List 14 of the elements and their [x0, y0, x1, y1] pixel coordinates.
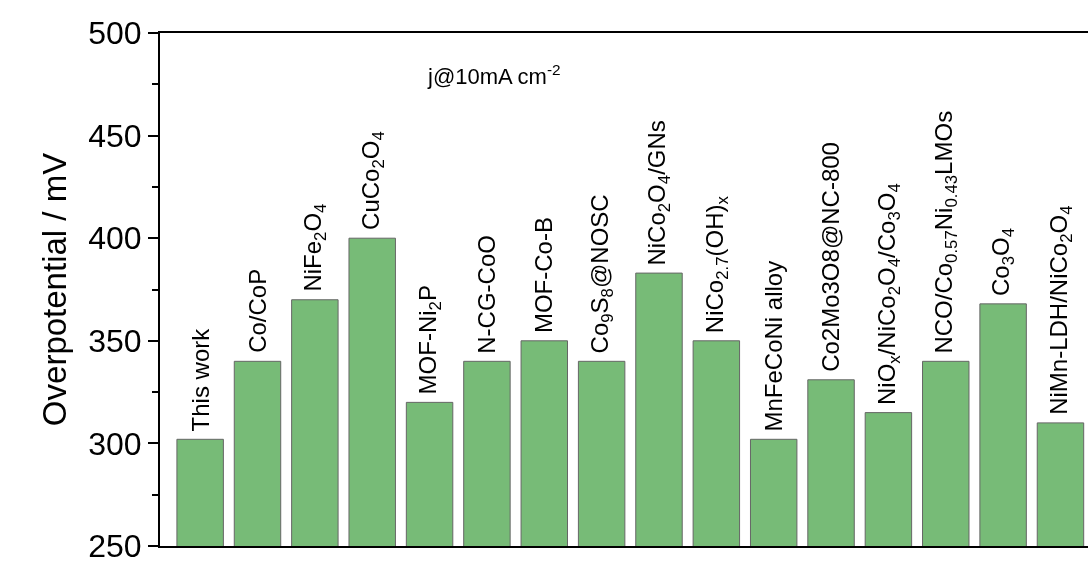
x-tick-label: Co2Mo3O8@NC-800 — [817, 142, 845, 372]
y-tick-label: 400 — [88, 220, 142, 257]
y-tick-label: 250 — [88, 528, 142, 565]
annotation: j@10mA cm$^{-2}$ — [427, 61, 561, 90]
y-tick-label: 300 — [88, 425, 142, 462]
x-tick-label: This work — [186, 327, 214, 432]
y-tick-label: 450 — [88, 117, 142, 154]
x-tick-label: N-CG-CoO — [473, 235, 501, 354]
x-tick-label: Co/CoP — [244, 268, 272, 353]
x-tick-label: MnFeCoNi alloy — [759, 260, 787, 432]
y-tick-label: 350 — [88, 323, 142, 359]
y-axis-title: Overpotential / mV — [35, 152, 73, 427]
y-tick-label: 500 — [88, 15, 142, 52]
x-tick-label: MOF-Co-B — [530, 217, 558, 334]
